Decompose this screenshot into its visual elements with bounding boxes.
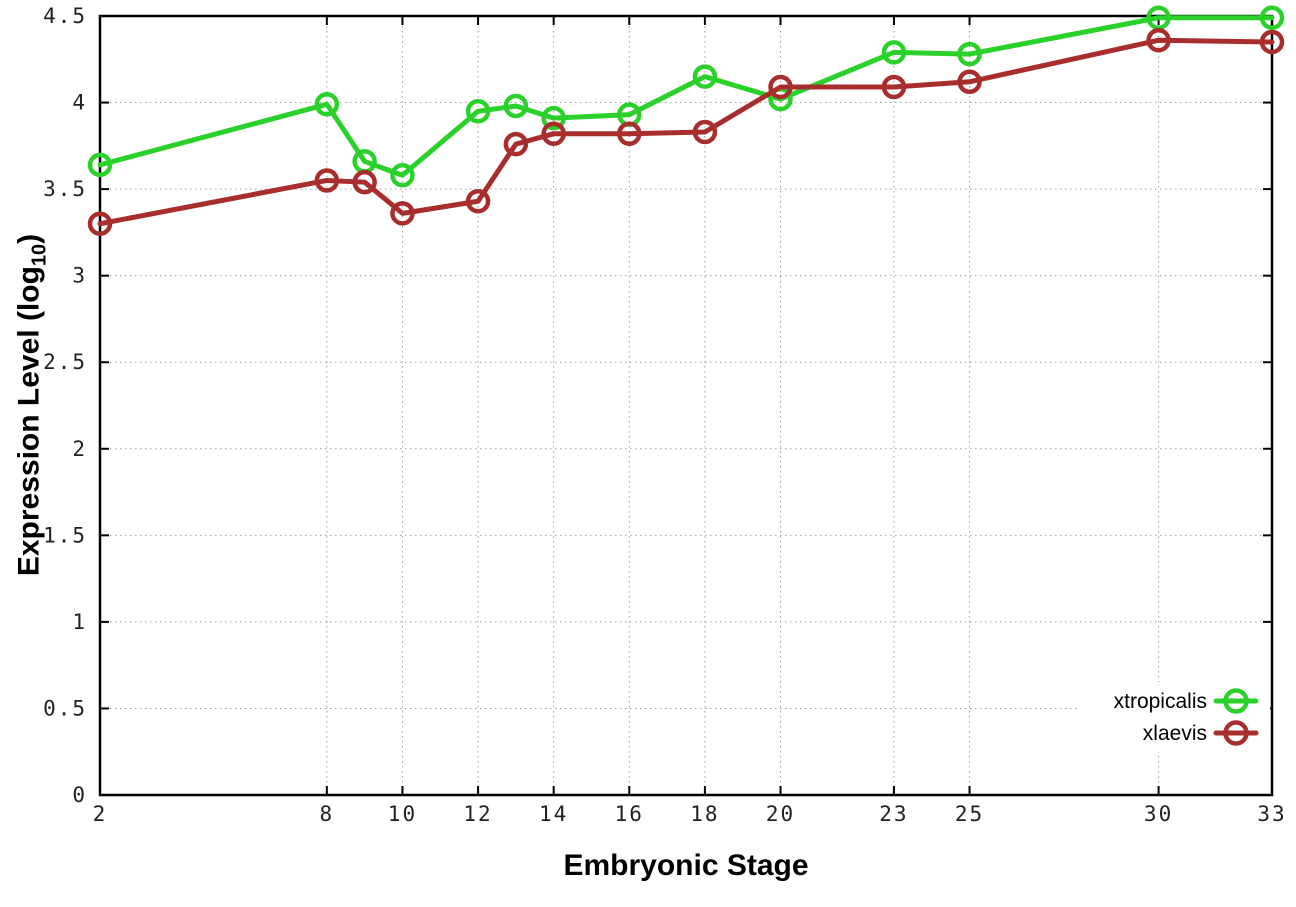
x-tick-label: 12 bbox=[463, 802, 492, 826]
y-tick-label: 1 bbox=[72, 610, 87, 634]
data-point-xlaevis bbox=[352, 169, 377, 195]
y-tick-label: 4.5 bbox=[43, 4, 87, 28]
x-tick-label: 10 bbox=[388, 802, 417, 826]
plot-border bbox=[98, 14, 1274, 797]
y-axis-title: Expression Level (log10) bbox=[13, 234, 52, 576]
x-tick-label: 33 bbox=[1257, 802, 1286, 826]
data-point-xtropicalis bbox=[390, 163, 415, 188]
x-axis-title: Embryonic Stage bbox=[563, 849, 809, 882]
data-point-xtropicalis bbox=[1259, 5, 1285, 30]
data-point-xtropicalis bbox=[503, 93, 529, 119]
data-point-xlaevis bbox=[957, 69, 982, 95]
data-point-xlaevis bbox=[1146, 27, 1171, 53]
data-point-xtropicalis bbox=[881, 40, 907, 65]
data-point-xlaevis bbox=[503, 131, 529, 157]
x-tick-label: 23 bbox=[879, 802, 908, 826]
y-tick-label: 3.5 bbox=[43, 177, 87, 201]
y-axis-title-subscript: 10 bbox=[28, 243, 51, 267]
x-tick-label: 2 bbox=[93, 802, 108, 826]
y-tick-label: 0.5 bbox=[43, 696, 87, 720]
legend-marker-xlaevis bbox=[1223, 720, 1249, 746]
data-point-xtropicalis bbox=[692, 64, 718, 89]
data-point-xlaevis bbox=[692, 119, 718, 145]
data-point-xtropicalis bbox=[465, 98, 491, 124]
x-tick-label: 8 bbox=[320, 802, 335, 826]
legend-marker-xtropicalis bbox=[1223, 688, 1249, 714]
data-point-xlaevis bbox=[314, 168, 340, 193]
data-point-xlaevis bbox=[881, 74, 907, 100]
y-tick-label: 0 bbox=[72, 783, 87, 807]
y-tick-label: 2 bbox=[72, 437, 87, 461]
data-point-xlaevis bbox=[768, 74, 793, 100]
data-point-xlaevis bbox=[541, 121, 566, 146]
y-axis-title-text: Expression Level (log bbox=[12, 266, 46, 577]
y-tick-label: 4 bbox=[72, 91, 87, 115]
data-point-xlaevis bbox=[390, 201, 415, 226]
series-line-xlaevis bbox=[97, 37, 1275, 227]
x-tick-label: 30 bbox=[1144, 802, 1173, 826]
data-point-xtropicalis bbox=[1146, 5, 1171, 30]
x-tick-label: 14 bbox=[539, 802, 568, 826]
x-tick-label: 16 bbox=[615, 802, 644, 826]
data-point-xlaevis bbox=[617, 121, 642, 146]
x-tick-label: 20 bbox=[766, 802, 795, 826]
data-point-xtropicalis bbox=[957, 41, 982, 67]
series-line-xtropicalis bbox=[97, 15, 1275, 178]
data-point-xlaevis bbox=[1259, 29, 1285, 55]
legend-label-xlaevis: xlaevis bbox=[1143, 722, 1207, 745]
data-point-xtropicalis bbox=[541, 105, 566, 131]
legend-box bbox=[1078, 682, 1270, 752]
data-point-xtropicalis bbox=[87, 152, 113, 178]
y-tick-label: 3 bbox=[72, 264, 87, 288]
data-point-xtropicalis bbox=[314, 92, 340, 117]
y-tick-label: 1.5 bbox=[43, 523, 87, 547]
data-point-xlaevis bbox=[465, 188, 491, 214]
legend-label-xtropicalis: xtropicalis bbox=[1114, 690, 1207, 713]
y-tick-label: 2.5 bbox=[43, 350, 87, 374]
y-axis-title-close: ) bbox=[12, 233, 46, 244]
x-tick-label: 25 bbox=[955, 802, 984, 826]
x-tick-label: 18 bbox=[690, 802, 719, 826]
data-point-xlaevis bbox=[87, 211, 113, 236]
